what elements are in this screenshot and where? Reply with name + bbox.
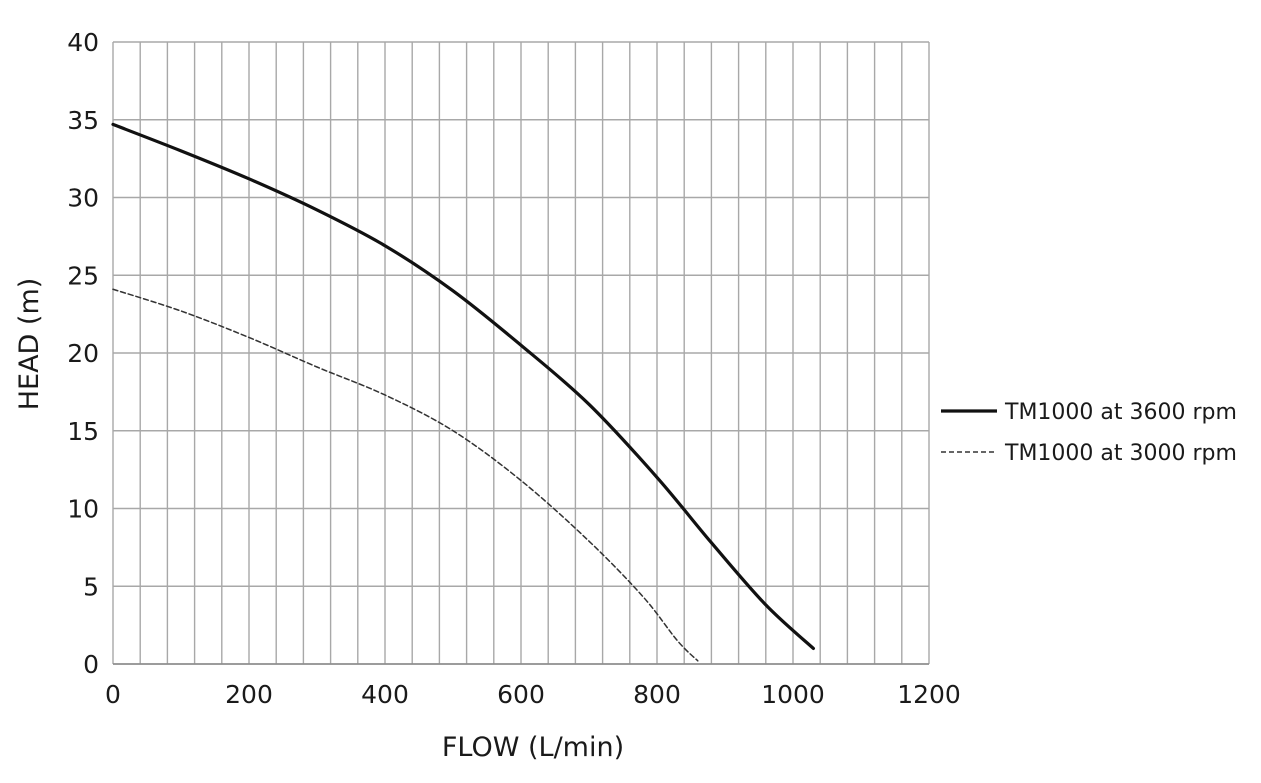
y-tick-label: 25 (67, 261, 99, 290)
legend-label: TM1000 at 3600 rpm (1004, 400, 1237, 425)
y-tick-label: 10 (67, 495, 99, 524)
y-tick-label: 5 (83, 572, 99, 601)
series-line-3600-rpm (111, 122, 815, 651)
grid (112, 41, 930, 665)
x-tick-label: 600 (497, 680, 545, 709)
x-tick-label: 200 (225, 680, 273, 709)
x-tick-label: 1000 (761, 680, 825, 709)
x-tick-label: 800 (633, 680, 681, 709)
x-axis-ticks: 0 200 400 600 800 1000 1200 (105, 680, 961, 709)
x-tick-label: 400 (361, 680, 409, 709)
y-tick-label: 15 (67, 417, 99, 446)
legend: TM1000 at 3600 rpm TM1000 at 3000 rpm (941, 400, 1237, 466)
y-tick-label: 30 (67, 184, 99, 213)
series-line-3000-rpm (112, 288, 699, 662)
y-tick-label: 35 (67, 106, 99, 135)
x-tick-label: 1200 (897, 680, 961, 709)
y-tick-label: 20 (67, 339, 99, 368)
y-tick-label: 0 (83, 650, 99, 679)
y-axis-title: HEAD (m) (14, 278, 45, 411)
x-axis-title: FLOW (L/min) (442, 732, 624, 763)
legend-label: TM1000 at 3000 rpm (1004, 441, 1237, 466)
x-tick-label: 0 (105, 680, 121, 709)
y-axis-ticks: 0 5 10 15 20 25 30 35 40 (67, 28, 99, 679)
series-layer (111, 122, 815, 662)
y-tick-label: 40 (67, 28, 99, 57)
